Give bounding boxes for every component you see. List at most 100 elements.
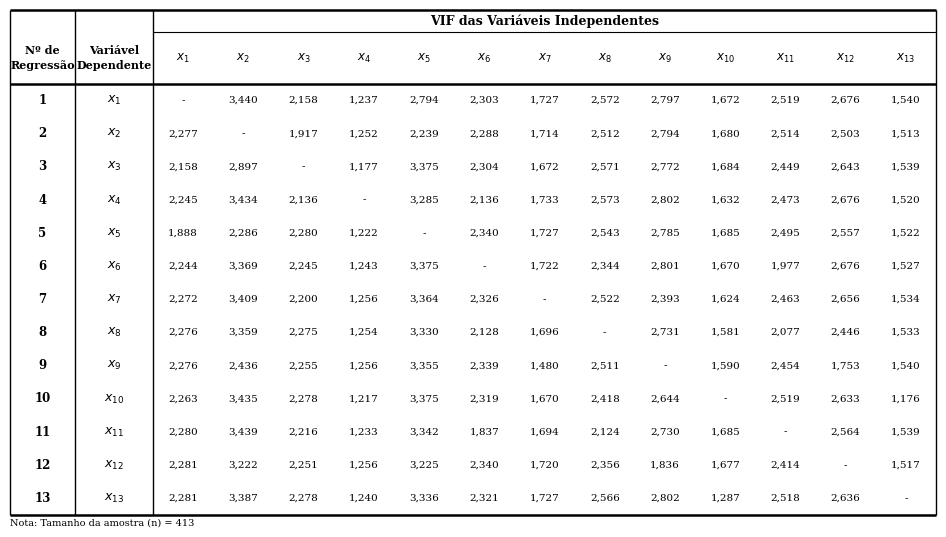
Text: -: - [182, 96, 184, 105]
Text: $\mathit{x}_{5}$: $\mathit{x}_{5}$ [107, 227, 121, 240]
Text: 1,522: 1,522 [891, 229, 920, 238]
Text: 1,287: 1,287 [710, 494, 740, 503]
Text: 2,304: 2,304 [469, 162, 499, 171]
Text: 2,245: 2,245 [168, 195, 198, 205]
Text: $\mathit{x}_{13}$: $\mathit{x}_{13}$ [104, 492, 124, 505]
Text: 3,434: 3,434 [229, 195, 258, 205]
Text: 3,375: 3,375 [410, 162, 439, 171]
Text: $\mathit{x}_{2}$: $\mathit{x}_{2}$ [107, 127, 121, 140]
Text: 2,801: 2,801 [650, 262, 680, 271]
Text: 1,694: 1,694 [530, 427, 559, 437]
Text: $\mathit{x}_{2}$: $\mathit{x}_{2}$ [236, 52, 250, 64]
Text: 1,540: 1,540 [891, 361, 920, 371]
Text: 2,344: 2,344 [590, 262, 620, 271]
Text: 2,393: 2,393 [650, 295, 680, 304]
Text: 1,684: 1,684 [710, 162, 740, 171]
Text: 3,359: 3,359 [229, 328, 258, 337]
Text: 2,794: 2,794 [650, 129, 680, 138]
Text: 1,252: 1,252 [349, 129, 378, 138]
Text: $\mathit{x}_{13}$: $\mathit{x}_{13}$ [897, 52, 916, 64]
Text: 2,326: 2,326 [469, 295, 499, 304]
Text: 2,124: 2,124 [590, 427, 620, 437]
Text: 3,225: 3,225 [410, 461, 439, 470]
Text: 1,517: 1,517 [891, 461, 920, 470]
Text: 1,222: 1,222 [349, 229, 378, 238]
Text: 3,222: 3,222 [229, 461, 258, 470]
Text: 2,454: 2,454 [771, 361, 800, 371]
Text: 1,680: 1,680 [710, 129, 740, 138]
Text: 8: 8 [39, 326, 46, 339]
Text: 3,435: 3,435 [229, 395, 258, 403]
Text: 3,409: 3,409 [229, 295, 258, 304]
Text: 2,676: 2,676 [831, 96, 861, 105]
Text: 2,522: 2,522 [590, 295, 620, 304]
Text: 2,277: 2,277 [168, 129, 198, 138]
Text: 1,727: 1,727 [530, 96, 559, 105]
Text: 2: 2 [39, 127, 46, 140]
Text: 2,449: 2,449 [771, 162, 800, 171]
Text: 2,797: 2,797 [650, 96, 680, 105]
Text: 2,519: 2,519 [771, 395, 800, 403]
Text: 12: 12 [34, 459, 51, 472]
Text: 2,245: 2,245 [289, 262, 319, 271]
Text: $\mathit{x}_{1}$: $\mathit{x}_{1}$ [107, 94, 121, 107]
Text: 1,590: 1,590 [710, 361, 740, 371]
Text: 2,511: 2,511 [590, 361, 620, 371]
Text: 1,672: 1,672 [530, 162, 559, 171]
Text: 3,330: 3,330 [410, 328, 439, 337]
Text: 3,387: 3,387 [229, 494, 258, 503]
Text: 1,672: 1,672 [710, 96, 740, 105]
Text: $\mathit{x}_{11}$: $\mathit{x}_{11}$ [104, 425, 124, 439]
Text: $\mathit{x}_{12}$: $\mathit{x}_{12}$ [836, 52, 855, 64]
Text: 1,534: 1,534 [891, 295, 920, 304]
Text: 2,512: 2,512 [590, 129, 620, 138]
Text: 3,285: 3,285 [410, 195, 439, 205]
Text: -: - [543, 295, 546, 304]
Text: $\mathit{x}_{3}$: $\mathit{x}_{3}$ [297, 52, 310, 64]
Text: 2,158: 2,158 [289, 96, 319, 105]
Text: 2,414: 2,414 [771, 461, 800, 470]
Text: 2,572: 2,572 [590, 96, 620, 105]
Text: 1,720: 1,720 [530, 461, 559, 470]
Text: 2,418: 2,418 [590, 395, 620, 403]
Text: 2,303: 2,303 [469, 96, 499, 105]
Text: 9: 9 [39, 359, 46, 372]
Text: 3,336: 3,336 [410, 494, 439, 503]
Text: 1,696: 1,696 [530, 328, 559, 337]
Text: 1,233: 1,233 [349, 427, 378, 437]
Text: 2,446: 2,446 [831, 328, 861, 337]
Text: 2,495: 2,495 [771, 229, 800, 238]
Text: 2,263: 2,263 [168, 395, 198, 403]
Text: 2,255: 2,255 [289, 361, 319, 371]
Text: 2,251: 2,251 [289, 461, 319, 470]
Text: 1,685: 1,685 [710, 427, 740, 437]
Text: 2,564: 2,564 [831, 427, 861, 437]
Text: -: - [663, 361, 667, 371]
Text: 3,440: 3,440 [229, 96, 258, 105]
Text: 2,319: 2,319 [469, 395, 499, 403]
Text: 2,633: 2,633 [831, 395, 861, 403]
Text: 2,077: 2,077 [771, 328, 800, 337]
Text: $\mathit{x}_{8}$: $\mathit{x}_{8}$ [598, 52, 612, 64]
Text: $\mathit{x}_{9}$: $\mathit{x}_{9}$ [658, 52, 672, 64]
Text: 2,557: 2,557 [831, 229, 861, 238]
Text: 1,527: 1,527 [891, 262, 920, 271]
Text: $\mathit{x}_{6}$: $\mathit{x}_{6}$ [107, 260, 121, 273]
Text: -: - [724, 395, 727, 403]
Text: 2,802: 2,802 [650, 195, 680, 205]
Text: 2,436: 2,436 [229, 361, 258, 371]
Text: 3,375: 3,375 [410, 395, 439, 403]
Text: 2,566: 2,566 [590, 494, 620, 503]
Text: Nº de
Regressão: Nº de Regressão [10, 45, 75, 71]
Text: $\mathit{x}_{10}$: $\mathit{x}_{10}$ [104, 393, 124, 405]
Text: 1,727: 1,727 [530, 494, 559, 503]
Text: 2,573: 2,573 [590, 195, 620, 205]
Text: Nota: Tamanho da amostra (n) = 413: Nota: Tamanho da amostra (n) = 413 [10, 519, 194, 527]
Text: 4: 4 [39, 193, 46, 207]
Text: 1,677: 1,677 [710, 461, 740, 470]
Text: 1,837: 1,837 [469, 427, 499, 437]
Text: 2,643: 2,643 [831, 162, 861, 171]
Text: $\mathit{x}_{7}$: $\mathit{x}_{7}$ [107, 293, 121, 306]
Text: 2,276: 2,276 [168, 361, 198, 371]
Text: 1,254: 1,254 [349, 328, 378, 337]
